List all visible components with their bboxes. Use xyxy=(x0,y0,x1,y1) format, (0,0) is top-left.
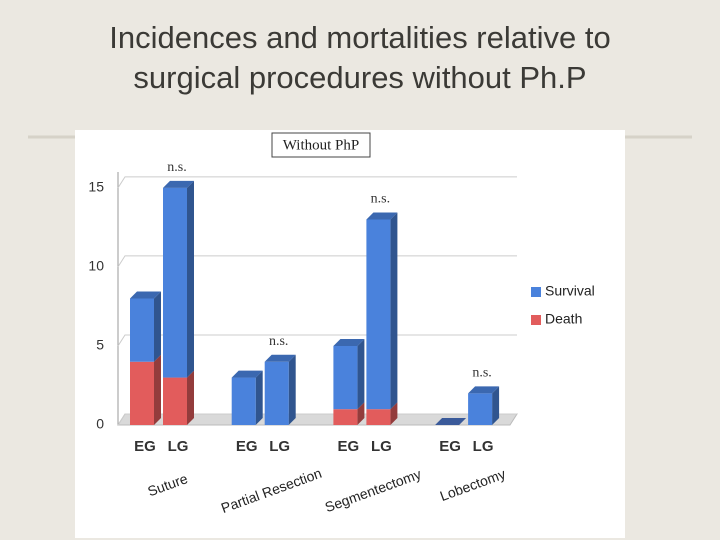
x-tick-label: EG xyxy=(236,438,258,455)
y-tick-label: 0 xyxy=(96,416,104,432)
bar-side xyxy=(390,402,398,425)
x-tick-label: EG xyxy=(134,438,156,455)
annotation: n.s. xyxy=(371,192,390,207)
bar-side xyxy=(255,370,263,425)
annotation: n.s. xyxy=(269,334,288,349)
bar-side xyxy=(390,212,398,410)
bar-top xyxy=(163,180,194,188)
annotation: n.s. xyxy=(472,366,491,381)
bar xyxy=(163,187,187,378)
chart-title: Without PhP xyxy=(283,137,360,153)
x-tick-label: LG xyxy=(168,438,189,455)
bar-top xyxy=(333,338,365,346)
x-tick-label: LG xyxy=(269,438,290,455)
bar xyxy=(130,298,154,362)
bar-side xyxy=(288,354,296,425)
bar xyxy=(366,409,391,425)
bar-side xyxy=(187,370,194,425)
legend-label: Death xyxy=(545,311,582,327)
bar xyxy=(468,393,493,425)
bar-side xyxy=(357,402,365,425)
x-tick-label: LG xyxy=(371,438,392,455)
bar xyxy=(333,409,358,425)
bar xyxy=(163,377,187,425)
bar xyxy=(264,361,289,425)
bar-side xyxy=(357,338,365,410)
bar-side xyxy=(187,180,194,378)
x-tick-label: EG xyxy=(439,438,461,455)
grid-line xyxy=(117,176,517,189)
bar xyxy=(333,345,358,410)
bar-top xyxy=(366,212,398,220)
legend-swatch xyxy=(531,287,541,297)
bar xyxy=(130,361,154,425)
bar-side xyxy=(154,291,161,362)
legend-label: Survival xyxy=(545,283,595,299)
bar-side xyxy=(154,354,161,425)
bar-top xyxy=(264,354,296,362)
title-box: Incidences and mortalities relative to s… xyxy=(109,20,611,95)
y-tick-label: 10 xyxy=(88,258,104,274)
bar-side xyxy=(492,386,500,425)
annotation: n.s. xyxy=(167,160,186,175)
bar-top xyxy=(130,291,161,299)
bar-top xyxy=(231,370,263,378)
bar-top xyxy=(468,386,500,394)
bar xyxy=(366,219,391,410)
bar-top xyxy=(435,418,467,425)
x-tick-label: EG xyxy=(338,438,360,455)
legend-swatch xyxy=(531,315,541,325)
y-tick-label: 15 xyxy=(88,179,104,195)
chart-title-box xyxy=(271,132,371,158)
x-tick-label: LG xyxy=(473,438,494,455)
y-tick-label: 5 xyxy=(96,337,104,353)
slide-title: Incidences and mortalities relative to s… xyxy=(109,20,611,95)
bar xyxy=(231,377,256,425)
